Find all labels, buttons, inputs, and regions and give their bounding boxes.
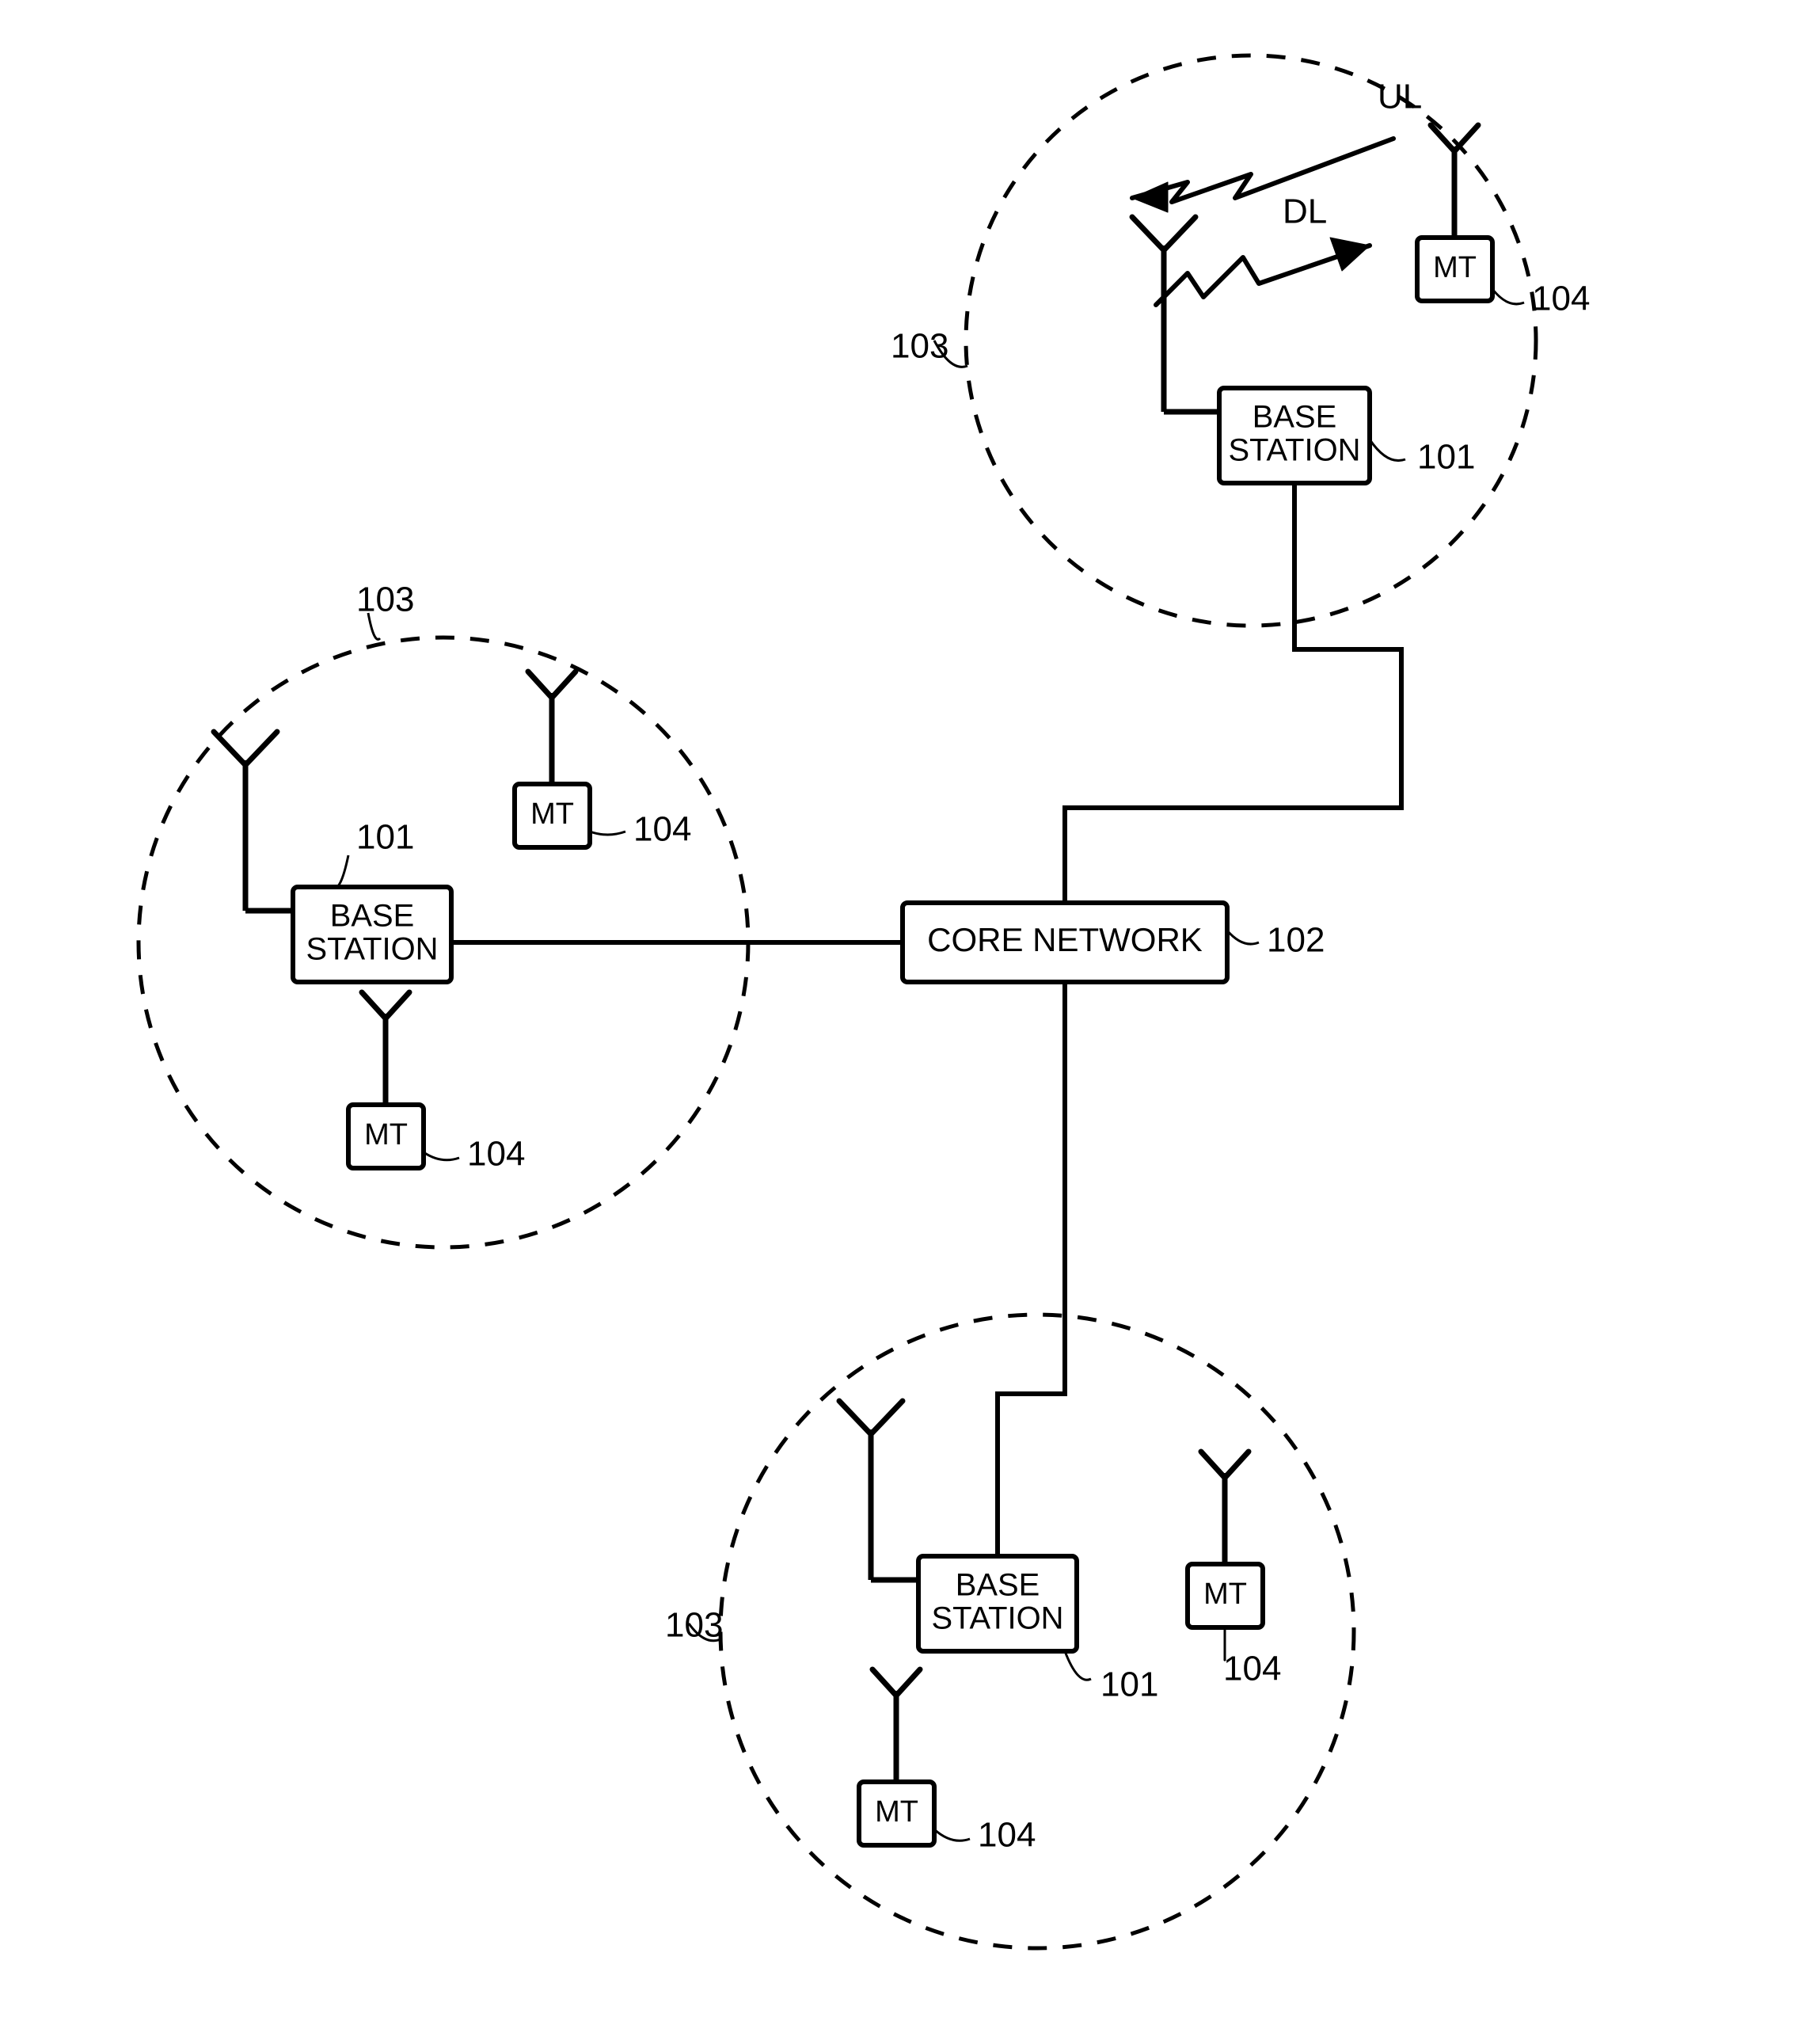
mt-box-left-1-label: MT (364, 1118, 408, 1151)
mt-ref-104-bottom-1-leader (934, 1829, 970, 1840)
mt-box-left-0: MT (515, 784, 590, 847)
mt-ref-104-bottom-0: 104 (1223, 1650, 1281, 1688)
mt-box-top-0: MT (1417, 238, 1492, 301)
mt-ref-104-left-1: 104 (467, 1135, 525, 1174)
ul-label: UL (1378, 78, 1422, 116)
mt-box-left-0-label: MT (530, 797, 574, 831)
mt-antenna-bottom-0 (1201, 1452, 1249, 1564)
bs-ref-101-left: 101 (356, 818, 414, 857)
bs-antenna-top (1132, 217, 1195, 412)
mt-box-bottom-1: MT (859, 1782, 934, 1845)
core-network-box-label: CORE NETWORK (927, 921, 1203, 958)
core-network-ref-leader (1227, 931, 1259, 944)
mt-antenna-bottom-1 (872, 1669, 920, 1782)
mt-ref-104-bottom-1: 104 (978, 1816, 1036, 1855)
cell-ref-103-left: 103 (356, 580, 414, 619)
mt-ref-104-top-0-leader (1492, 289, 1524, 304)
bs-antenna-left (214, 732, 277, 911)
base-station-left-label: BASE (330, 899, 414, 934)
connector-bottom (998, 982, 1065, 1556)
mt-ref-104-left-0-leader (590, 832, 625, 835)
bs-antenna-bottom (839, 1401, 903, 1580)
mt-ref-104-left-0: 104 (633, 810, 691, 849)
mt-box-bottom-1-label: MT (875, 1795, 918, 1829)
base-station-top-label: STATION (1229, 432, 1361, 467)
base-station-bottom: BASESTATION (918, 1556, 1077, 1651)
mt-antenna-left-0 (528, 672, 576, 784)
ul-arrow-body (1132, 139, 1393, 202)
base-station-left: BASESTATION (293, 887, 451, 982)
cell-ref-103-top: 103 (891, 327, 948, 366)
bs-ref-101-top-leader (1370, 440, 1405, 461)
cell-coverage-top (966, 55, 1536, 626)
mt-box-bottom-0-label: MT (1203, 1578, 1247, 1611)
mt-box-bottom-0: MT (1188, 1564, 1263, 1627)
cell-ref-103-bottom: 103 (665, 1606, 723, 1645)
base-station-top-label: BASE (1253, 400, 1336, 435)
mt-ref-104-left-1-leader (424, 1152, 459, 1160)
dl-arrow-head (1330, 238, 1370, 271)
bs-ref-101-bottom: 101 (1100, 1665, 1158, 1704)
connector-top (1065, 483, 1401, 903)
base-station-bottom-label: STATION (932, 1601, 1064, 1635)
mt-box-top-0-label: MT (1433, 251, 1477, 284)
ul-arrow-head (1132, 182, 1168, 212)
dl-label: DL (1283, 192, 1327, 231)
core-network-box: CORE NETWORK (903, 903, 1227, 982)
base-station-left-label: STATION (306, 931, 439, 966)
mt-box-left-1: MT (348, 1105, 424, 1168)
base-station-bottom-label: BASE (956, 1568, 1040, 1603)
mt-antenna-left-1 (362, 992, 409, 1105)
mt-ref-104-top-0: 104 (1532, 280, 1590, 318)
base-station-top: BASESTATION (1219, 388, 1370, 483)
bs-ref-101-bottom-leader (1065, 1651, 1091, 1680)
bs-ref-101-left-leader (333, 855, 348, 888)
core-network-ref: 102 (1267, 921, 1325, 960)
bs-ref-101-top: 101 (1417, 438, 1475, 477)
